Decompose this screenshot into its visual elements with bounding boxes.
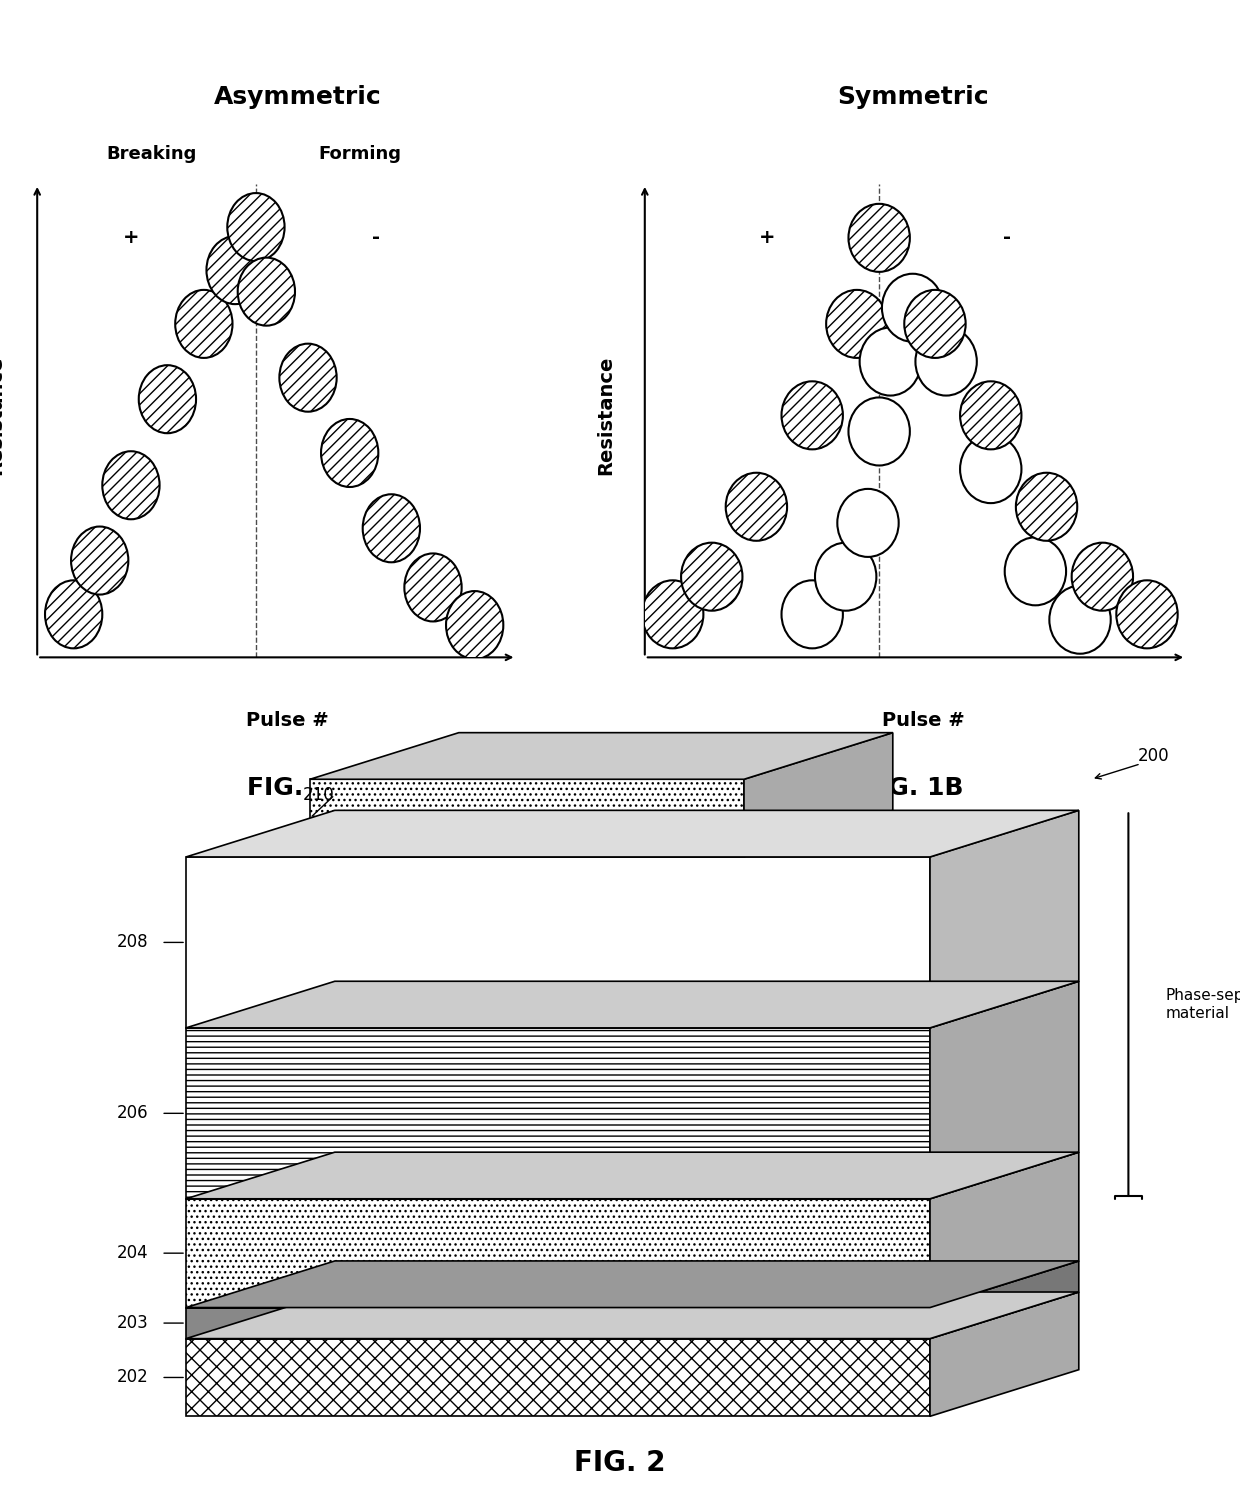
Ellipse shape (904, 290, 966, 359)
Ellipse shape (848, 397, 910, 466)
Text: +: + (123, 229, 139, 248)
Polygon shape (930, 1292, 1079, 1416)
Ellipse shape (45, 580, 102, 648)
Ellipse shape (815, 542, 877, 611)
Text: -: - (372, 229, 379, 248)
Polygon shape (186, 1307, 930, 1339)
Polygon shape (186, 1261, 1079, 1307)
Text: Asymmetric: Asymmetric (213, 85, 382, 109)
Text: FIG. 1A: FIG. 1A (247, 775, 348, 799)
Text: Phase-separated
material: Phase-separated material (1166, 989, 1240, 1020)
Ellipse shape (642, 580, 703, 648)
Ellipse shape (725, 472, 787, 541)
Ellipse shape (837, 489, 899, 557)
Text: Forming: Forming (319, 145, 402, 163)
Ellipse shape (960, 435, 1022, 503)
Text: 204: 204 (117, 1245, 149, 1262)
Polygon shape (186, 1152, 1079, 1198)
Ellipse shape (1004, 538, 1066, 605)
Ellipse shape (781, 580, 843, 648)
Polygon shape (930, 810, 1079, 1028)
Ellipse shape (279, 344, 336, 412)
Ellipse shape (781, 381, 843, 450)
Ellipse shape (681, 542, 743, 611)
Text: 208: 208 (117, 934, 149, 952)
Ellipse shape (139, 365, 196, 433)
Ellipse shape (71, 526, 129, 595)
Text: Pulse #: Pulse # (246, 711, 329, 731)
Polygon shape (310, 780, 744, 858)
Text: Resistance: Resistance (596, 356, 615, 475)
Polygon shape (744, 732, 893, 858)
Text: 206: 206 (117, 1104, 149, 1122)
Text: FIG. 2: FIG. 2 (574, 1449, 666, 1478)
Ellipse shape (227, 193, 284, 261)
Text: +: + (759, 229, 776, 248)
Polygon shape (930, 1152, 1079, 1307)
Ellipse shape (206, 236, 264, 305)
Polygon shape (186, 1028, 930, 1198)
Ellipse shape (1049, 586, 1111, 654)
Ellipse shape (859, 327, 921, 396)
Ellipse shape (882, 273, 944, 342)
Polygon shape (186, 1339, 930, 1416)
Polygon shape (930, 1261, 1079, 1339)
Text: Resistance: Resistance (0, 356, 5, 475)
Ellipse shape (362, 495, 420, 562)
Ellipse shape (1071, 542, 1133, 611)
Ellipse shape (848, 203, 910, 272)
Polygon shape (186, 1292, 1079, 1339)
Polygon shape (310, 732, 893, 780)
Ellipse shape (960, 381, 1022, 450)
Ellipse shape (1016, 472, 1078, 541)
Text: FIG. 1B: FIG. 1B (862, 775, 963, 799)
Ellipse shape (102, 451, 160, 520)
Text: 200: 200 (1137, 747, 1169, 765)
Ellipse shape (238, 257, 295, 326)
Text: Symmetric: Symmetric (837, 85, 988, 109)
Text: -: - (1003, 229, 1012, 248)
Ellipse shape (1116, 580, 1178, 648)
Polygon shape (930, 982, 1079, 1198)
Ellipse shape (321, 418, 378, 487)
Text: 202: 202 (117, 1369, 149, 1386)
Ellipse shape (175, 290, 233, 359)
Ellipse shape (446, 592, 503, 659)
Ellipse shape (915, 327, 977, 396)
Polygon shape (186, 982, 1079, 1028)
Polygon shape (186, 858, 930, 1028)
Polygon shape (186, 810, 1079, 858)
Polygon shape (186, 1198, 930, 1307)
Text: Breaking: Breaking (107, 145, 197, 163)
Ellipse shape (404, 553, 461, 622)
Text: 203: 203 (117, 1315, 149, 1333)
Text: Pulse #: Pulse # (883, 711, 965, 731)
Ellipse shape (826, 290, 888, 359)
Text: 210: 210 (303, 786, 335, 804)
